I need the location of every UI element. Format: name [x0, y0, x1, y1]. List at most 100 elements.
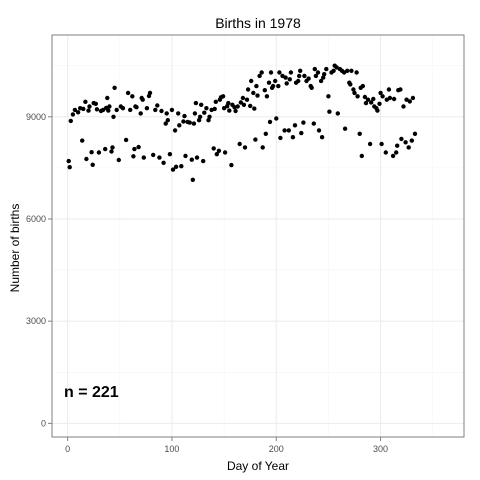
data-point: [387, 95, 393, 101]
x-axis-ticks: 0 100 200 300: [65, 437, 388, 454]
data-point: [379, 141, 384, 147]
data-point: [351, 87, 356, 92]
data-point: [241, 102, 247, 108]
data-point: [120, 106, 126, 111]
data-point: [282, 128, 287, 133]
data-point: [349, 68, 354, 74]
data-point: [365, 97, 371, 102]
data-point: [68, 118, 74, 124]
data-point: [363, 100, 369, 106]
data-point: [326, 94, 331, 99]
data-point: [130, 94, 135, 99]
data-point: [202, 110, 207, 115]
data-point: [362, 94, 368, 100]
data-point: [386, 87, 392, 92]
data-point: [132, 146, 137, 152]
data-point: [211, 146, 216, 151]
data-point: [172, 128, 178, 133]
data-point: [89, 150, 94, 155]
data-point: [288, 70, 294, 75]
data-point: [151, 152, 156, 158]
data-point: [131, 154, 136, 159]
data-point: [81, 106, 86, 112]
data-point: [321, 75, 326, 80]
data-point: [96, 150, 102, 155]
data-point: [316, 128, 322, 133]
data-point: [254, 83, 259, 89]
data-point: [70, 112, 76, 117]
data-point: [155, 103, 160, 108]
data-point: [112, 85, 117, 91]
data-point: [196, 118, 202, 123]
data-point: [240, 95, 246, 101]
y-tick-label: 9000: [26, 112, 46, 122]
data-point: [297, 73, 302, 79]
data-point: [192, 111, 198, 116]
y-axis-ticks: 0 3000 6000 9000: [26, 112, 52, 428]
x-tick-label: 200: [269, 444, 284, 454]
sample-size-annotation: n = 221: [64, 384, 119, 401]
data-point: [257, 73, 262, 79]
data-point: [176, 111, 181, 116]
data-point: [153, 107, 158, 113]
data-point: [182, 113, 187, 119]
data-point: [302, 73, 307, 79]
data-point: [90, 162, 95, 167]
data-point: [352, 90, 357, 96]
data-point: [367, 141, 373, 147]
data-point: [233, 108, 238, 114]
data-point: [75, 110, 81, 115]
data-point: [315, 70, 321, 75]
data-point: [229, 162, 234, 168]
data-point: [259, 70, 264, 75]
data-point: [214, 152, 219, 157]
data-point: [227, 108, 232, 113]
data-point: [244, 97, 250, 102]
data-point: [165, 118, 170, 123]
data-point: [141, 155, 146, 160]
data-point: [301, 120, 306, 125]
data-point: [197, 114, 203, 120]
data-point: [383, 150, 388, 155]
data-point: [322, 72, 327, 77]
data-point: [360, 83, 365, 89]
data-point: [395, 143, 400, 148]
data-point: [187, 120, 192, 125]
data-point: [226, 100, 231, 106]
data-point: [306, 76, 311, 81]
y-axis-title: Number of births: [8, 204, 22, 293]
data-point: [378, 90, 383, 96]
data-point: [249, 78, 254, 84]
data-point: [167, 152, 173, 157]
y-tick-label: 0: [41, 418, 46, 428]
data-point: [189, 157, 194, 162]
x-tick-label: 0: [65, 444, 70, 454]
data-point: [67, 165, 72, 170]
data-point: [319, 135, 325, 140]
data-point: [207, 114, 212, 120]
data-point: [179, 164, 184, 169]
data-point: [345, 68, 350, 74]
data-point: [268, 70, 274, 75]
data-point: [201, 158, 206, 164]
data-point: [140, 97, 145, 102]
data-point: [278, 135, 283, 141]
data-point: [260, 145, 265, 150]
data-point: [170, 167, 176, 172]
data-point: [159, 108, 164, 114]
data-point: [164, 111, 169, 116]
data-point: [87, 104, 92, 109]
data-point: [273, 78, 278, 84]
data-point: [206, 118, 211, 123]
data-point: [406, 145, 411, 150]
data-point: [147, 90, 153, 96]
data-point: [390, 153, 396, 159]
data-point: [263, 131, 268, 136]
data-point: [401, 104, 406, 109]
data-point: [193, 100, 199, 106]
data-point: [409, 138, 414, 143]
data-point: [163, 121, 168, 126]
data-point: [125, 90, 131, 96]
data-point: [327, 109, 332, 114]
data-point: [242, 145, 248, 150]
